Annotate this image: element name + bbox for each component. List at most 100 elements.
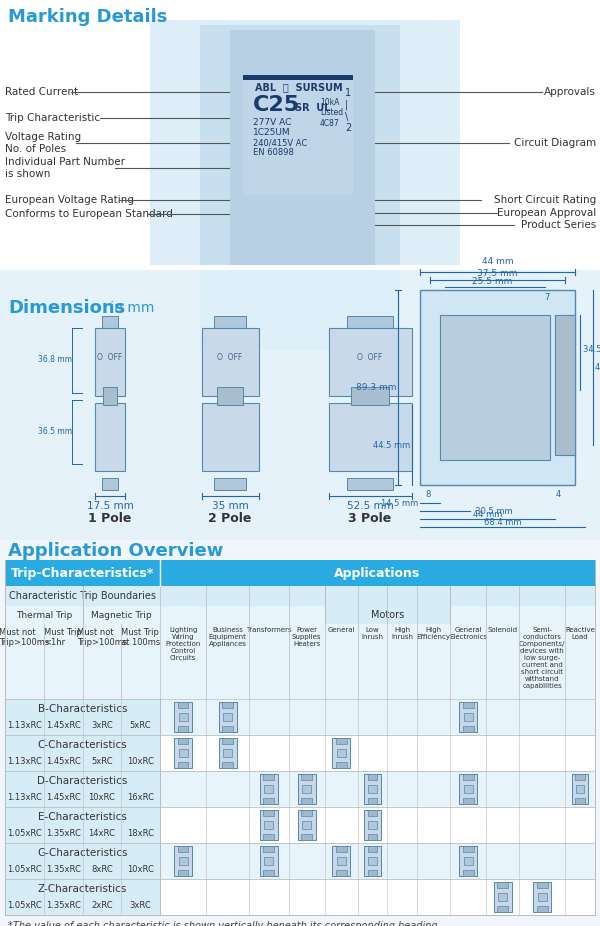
Bar xyxy=(202,328,259,395)
Text: C25: C25 xyxy=(253,95,300,115)
Bar xyxy=(95,403,125,470)
Text: 44 mm: 44 mm xyxy=(482,257,514,266)
Text: Solenoid: Solenoid xyxy=(488,627,518,633)
Bar xyxy=(575,798,585,804)
Text: High
Efficiency: High Efficiency xyxy=(416,627,451,640)
Bar xyxy=(368,784,377,794)
Text: Power
Supplies
Heaters: Power Supplies Heaters xyxy=(292,627,322,647)
Text: 18xRC: 18xRC xyxy=(127,829,154,838)
Bar xyxy=(347,478,393,490)
Text: Low
Inrush: Low Inrush xyxy=(362,627,383,640)
Text: 5xRC: 5xRC xyxy=(91,757,113,766)
Text: 7: 7 xyxy=(544,294,550,303)
Text: 1.05xRC: 1.05xRC xyxy=(7,829,42,838)
Bar xyxy=(174,702,192,732)
Bar xyxy=(179,748,188,757)
Text: Transformers: Transformers xyxy=(246,627,292,633)
Bar xyxy=(150,20,460,265)
Bar xyxy=(263,870,274,876)
Text: 1.35xRC: 1.35xRC xyxy=(46,865,80,874)
Text: 1.13xRC: 1.13xRC xyxy=(7,721,42,730)
Bar xyxy=(263,846,274,852)
Bar xyxy=(329,328,412,395)
Text: Semi-
conductors
Components/
devices with
low surge-
current and
short circuit
w: Semi- conductors Components/ devices wit… xyxy=(519,627,565,689)
Text: 240/415V AC: 240/415V AC xyxy=(253,138,307,147)
Bar xyxy=(260,774,278,804)
Text: 44 mm: 44 mm xyxy=(473,510,502,519)
Bar xyxy=(575,774,585,780)
Bar xyxy=(347,316,393,328)
Text: 25.5 mm: 25.5 mm xyxy=(472,277,512,286)
Text: 1.45xRC: 1.45xRC xyxy=(46,757,80,766)
Bar xyxy=(329,403,412,470)
Bar xyxy=(336,738,347,745)
Text: in mm: in mm xyxy=(106,301,154,315)
Text: 35 mm: 35 mm xyxy=(212,501,248,511)
Text: 52.5 mm: 52.5 mm xyxy=(347,501,394,511)
Bar xyxy=(463,774,473,780)
Text: O  OFF: O OFF xyxy=(217,354,242,362)
Bar xyxy=(178,870,188,876)
Text: Trip-Characteristics*: Trip-Characteristics* xyxy=(11,567,154,580)
Text: Must not
Trip>100ms: Must not Trip>100ms xyxy=(77,628,127,647)
Text: 1C25UM: 1C25UM xyxy=(253,128,290,137)
Text: B-Characteristics: B-Characteristics xyxy=(38,704,127,714)
Bar xyxy=(364,810,381,840)
Bar xyxy=(217,386,243,405)
Bar xyxy=(263,774,274,780)
Bar xyxy=(301,833,312,840)
Bar xyxy=(5,735,595,771)
Bar xyxy=(337,857,346,866)
Bar xyxy=(332,846,350,876)
Bar xyxy=(222,738,233,745)
Bar xyxy=(214,478,245,490)
Text: 36.8 mm: 36.8 mm xyxy=(38,356,72,365)
Text: Thermal Trip: Thermal Trip xyxy=(16,610,72,619)
Bar xyxy=(218,738,236,768)
Bar xyxy=(301,774,312,780)
Bar xyxy=(202,403,259,470)
Bar xyxy=(463,726,473,732)
Text: D-Characteristics: D-Characteristics xyxy=(37,776,128,786)
Text: 1.35xRC: 1.35xRC xyxy=(46,829,80,838)
Text: 68.4 mm: 68.4 mm xyxy=(484,518,521,527)
Text: 16xRC: 16xRC xyxy=(127,793,154,802)
Bar xyxy=(102,316,118,328)
Text: 8xRC: 8xRC xyxy=(91,865,113,874)
Text: O  OFF: O OFF xyxy=(358,354,383,362)
Text: 2xRC: 2xRC xyxy=(91,901,113,910)
Text: 1.05xRC: 1.05xRC xyxy=(7,901,42,910)
Text: Must not
Trip>100ms: Must not Trip>100ms xyxy=(0,628,49,647)
Bar xyxy=(178,738,188,745)
Bar xyxy=(368,846,377,852)
Text: 1.13xRC: 1.13xRC xyxy=(7,793,42,802)
Text: Applications: Applications xyxy=(334,567,421,580)
Text: 44.5 mm: 44.5 mm xyxy=(373,441,410,449)
Text: Business
Equipment
Appliances: Business Equipment Appliances xyxy=(209,627,247,647)
Bar xyxy=(301,798,312,804)
Text: High
Inrush: High Inrush xyxy=(391,627,413,640)
Text: Must Trip
<1hr: Must Trip <1hr xyxy=(44,628,82,647)
Bar xyxy=(459,774,477,804)
Bar xyxy=(576,784,584,794)
Text: Approvals: Approvals xyxy=(544,87,596,97)
Text: Dimensions: Dimensions xyxy=(8,299,125,317)
Bar xyxy=(5,560,595,586)
Bar xyxy=(222,762,233,768)
Bar xyxy=(459,702,477,732)
Bar xyxy=(464,784,473,794)
Bar xyxy=(260,810,278,840)
Text: 1.13xRC: 1.13xRC xyxy=(7,757,42,766)
Text: 30.5 mm: 30.5 mm xyxy=(470,507,512,516)
Bar xyxy=(463,870,473,876)
Text: 3xRC: 3xRC xyxy=(130,901,151,910)
Text: General
Electronics: General Electronics xyxy=(449,627,487,640)
Bar xyxy=(336,846,347,852)
Text: Product Series: Product Series xyxy=(521,220,596,230)
Text: 1.45xRC: 1.45xRC xyxy=(46,793,80,802)
Bar xyxy=(368,820,377,830)
Text: 1.05xRC: 1.05xRC xyxy=(7,865,42,874)
Bar xyxy=(463,798,473,804)
Text: General: General xyxy=(328,627,355,633)
Bar xyxy=(223,748,232,757)
